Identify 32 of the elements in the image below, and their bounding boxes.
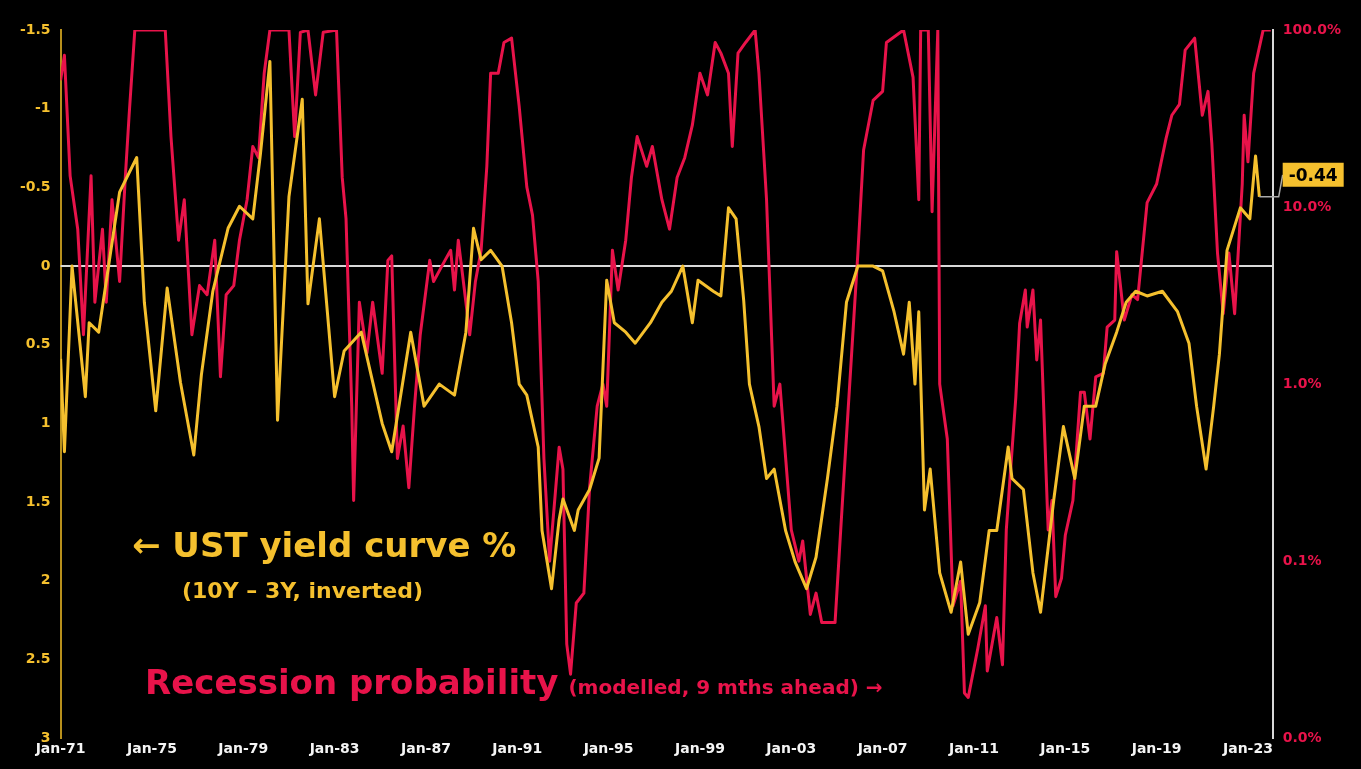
- y-tick-label: 0: [40, 256, 51, 273]
- x-tick-label: Jan-11: [947, 740, 999, 757]
- y-tick-label: 1: [40, 414, 51, 431]
- annotation: -0.44: [1288, 164, 1338, 185]
- x-tick-label: Jan-87: [399, 740, 451, 757]
- y-tick-label: 0.5: [25, 335, 51, 352]
- series-label: Recession probability: [145, 662, 559, 702]
- y-tick-label: 2.5: [25, 650, 51, 667]
- x-tick-label: Jan-75: [125, 740, 177, 757]
- y2-tick-label: 100.0%: [1282, 20, 1341, 37]
- x-tick-label: Jan-23: [1221, 740, 1273, 757]
- x-tick-label: Jan-79: [217, 740, 269, 757]
- x-tick-label: Jan-99: [673, 740, 725, 757]
- annotation: (10Y – 3Y, inverted): [182, 578, 424, 603]
- y2-tick-label: 10.0%: [1282, 197, 1332, 214]
- y-tick-label: -1: [35, 99, 51, 116]
- y2-tick-label: 0.0%: [1282, 728, 1322, 745]
- x-tick-label: Jan-03: [765, 740, 817, 757]
- y2-tick-label: 1.0%: [1282, 374, 1322, 391]
- y2-tick-label: 0.1%: [1282, 551, 1322, 568]
- x-tick-label: Jan-07: [856, 740, 908, 757]
- x-tick-label: Jan-91: [491, 740, 543, 757]
- y-tick-label: -1.5: [19, 20, 51, 37]
- y-tick-label: 2: [40, 571, 51, 588]
- x-tick-label: Jan-83: [308, 740, 360, 757]
- series-label: ← UST yield curve %: [132, 525, 517, 565]
- x-tick-label: Jan-19: [1130, 740, 1182, 757]
- x-tick-label: Jan-15: [1039, 740, 1091, 757]
- y-tick-label: -0.5: [19, 178, 51, 195]
- y-tick-label: 1.5: [25, 492, 51, 509]
- annotation: (modelled, 9 mths ahead) →: [568, 675, 883, 699]
- x-tick-label: Jan-95: [582, 740, 634, 757]
